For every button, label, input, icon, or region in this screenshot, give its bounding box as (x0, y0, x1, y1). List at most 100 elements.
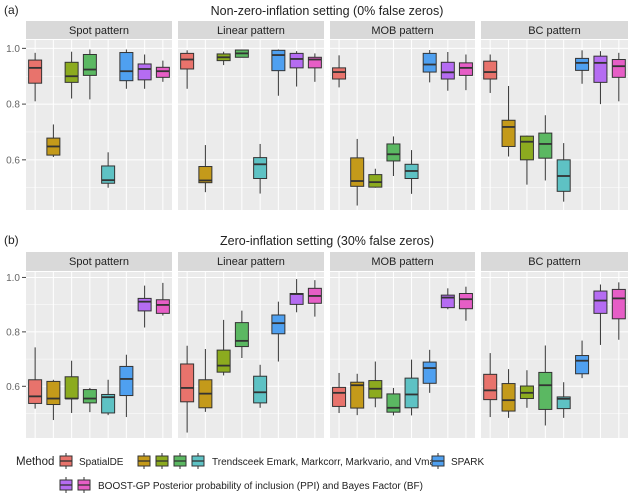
iqr-box (440, 61, 455, 80)
y-tick-label: 0.8 (6, 327, 20, 338)
panel-label: (a) (4, 3, 19, 17)
iqr-box (458, 292, 473, 310)
iqr-box (575, 57, 590, 71)
iqr-box (422, 361, 437, 384)
iqr-box (350, 157, 365, 187)
box-spatialde (180, 50, 195, 89)
iqr-box (289, 52, 304, 69)
facet-panel: BC pattern (481, 252, 628, 438)
box-vmark (253, 143, 268, 194)
box-markvario (386, 136, 401, 176)
box-markvario (234, 310, 249, 358)
iqr-box (368, 174, 383, 188)
box-markvario (82, 387, 97, 413)
iqr-box (101, 393, 116, 414)
facet-strip (26, 252, 172, 271)
facet-panel: MOB pattern (330, 21, 475, 210)
iqr-box (350, 381, 365, 409)
box-spark (575, 340, 590, 379)
box-spatialde (28, 347, 43, 409)
box-ppi (289, 51, 304, 87)
iqr-box (483, 373, 498, 401)
y-tick-label: 1.0 (6, 273, 20, 284)
iqr-box (575, 355, 590, 375)
iqr-box (155, 66, 170, 78)
box-spark (119, 49, 134, 89)
box-ppi (440, 288, 455, 310)
iqr-box (593, 290, 608, 314)
iqr-box (501, 119, 516, 147)
box-ppi (137, 285, 152, 328)
box-vmark (404, 359, 419, 416)
chart-title: Non-zero-inflation setting (0% false zer… (211, 4, 444, 18)
iqr-box (386, 143, 401, 162)
facet-strip (26, 21, 172, 39)
iqr-box (501, 383, 516, 412)
box-markvario (386, 387, 401, 416)
iqr-box (253, 157, 268, 180)
box-ppi (440, 51, 455, 91)
box-emark (46, 124, 61, 158)
iqr-box (483, 60, 498, 80)
legend: Method SpatialDE Trendsceek Emark, Markcor… (16, 453, 484, 493)
iqr-box (216, 349, 231, 373)
iqr-box (137, 297, 152, 312)
iqr-box (538, 132, 553, 159)
iqr-box (386, 393, 401, 413)
facet-panel: Spot pattern (26, 252, 172, 438)
box-emark (198, 145, 213, 193)
box-emark (501, 85, 516, 157)
box-bf (307, 280, 322, 317)
iqr-box (332, 67, 347, 80)
facet-strip-label: MOB pattern (371, 25, 433, 37)
box-spark (119, 354, 134, 418)
box-emark (501, 369, 516, 418)
legend-key-markvario (173, 453, 187, 469)
legend-label-spark: SPARK (451, 457, 484, 468)
box-spatialde (180, 345, 195, 433)
iqr-box (64, 61, 79, 83)
box-markcorr (519, 370, 534, 408)
box-ppi (137, 54, 152, 89)
box-emark (350, 373, 365, 416)
legend-label-trendsceek: Trendsceek Emark, Markcorr, Markvario, a… (212, 457, 444, 468)
box-markvario (538, 115, 553, 181)
box-markcorr (368, 361, 383, 408)
box-markvario (538, 345, 553, 426)
facet-strip (178, 21, 324, 39)
legend-label-boostgp: BOOST-GP Posterior probability of inclus… (98, 481, 423, 492)
iqr-box (332, 386, 347, 407)
box-vmark (101, 379, 116, 416)
box-ppi (593, 284, 608, 345)
box-vmark (556, 143, 571, 202)
box-bf (155, 60, 170, 82)
iqr-box (458, 62, 473, 76)
box-spatialde (332, 372, 347, 413)
y-tick-label: 0.6 (6, 382, 20, 393)
iqr-box (119, 52, 134, 82)
iqr-box (556, 396, 571, 410)
legend-key-bf (77, 477, 91, 493)
facet-strip-label: MOB pattern (371, 256, 433, 268)
box-spatialde (483, 54, 498, 93)
box-markcorr (216, 51, 231, 66)
iqr-box (82, 53, 97, 76)
iqr-box (101, 165, 116, 184)
legend-key-ppi (59, 477, 73, 493)
box-vmark (101, 152, 116, 188)
facet-strip (481, 252, 628, 271)
facet-strip (178, 252, 324, 271)
box-markcorr (64, 51, 79, 99)
iqr-box (611, 288, 626, 320)
box-bf (611, 282, 626, 340)
facet-panel: Linear pattern (178, 21, 324, 210)
iqr-box (611, 59, 626, 78)
iqr-box (180, 363, 195, 403)
panel-background (26, 272, 172, 438)
box-bf (458, 286, 473, 321)
iqr-box (234, 322, 249, 348)
legend-key-markcorr (155, 453, 169, 469)
facet-strip (330, 252, 475, 271)
iqr-box (519, 135, 534, 161)
box-markcorr (64, 360, 79, 413)
